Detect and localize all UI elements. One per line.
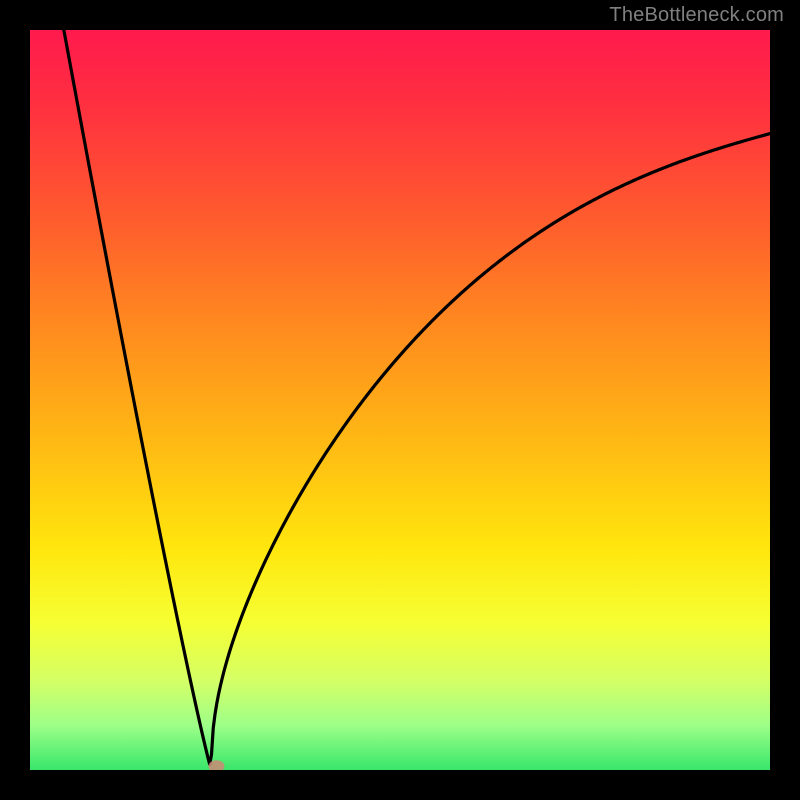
chart-frame: TheBottleneck.com xyxy=(0,0,800,800)
watermark-text: TheBottleneck.com xyxy=(609,4,784,27)
gradient-background xyxy=(30,30,770,770)
chart-svg xyxy=(30,30,770,770)
plot-area xyxy=(30,30,770,770)
